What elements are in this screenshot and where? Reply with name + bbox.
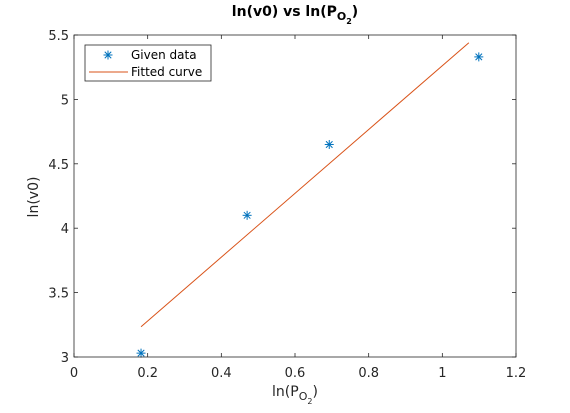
y-tick-label: 5 [61,93,69,108]
chart-title-subsub: 2 [346,17,352,26]
x-axis-label-subsub: 2 [307,397,312,406]
data-point [136,348,146,358]
legend-box [84,44,212,82]
chart-title-tail: ) [352,4,358,20]
x-tick-label: 0 [70,366,78,381]
legend-marker-given-data [103,50,113,60]
y-tick-label: 5.5 [48,29,69,44]
fitted-curve-line [140,42,470,328]
y-tick-label: 3 [61,351,69,366]
x-axis-label-main: ln(P [272,384,299,400]
chart-title-sub: O [337,10,346,23]
x-tick-label: 0.2 [137,366,158,381]
legend-asterisk [103,50,113,60]
x-axis-label-sub: O [299,390,308,403]
legend-label-fitted-curve: Fitted curve [131,65,202,79]
legend: Given data Fitted curve [84,44,212,82]
x-tick-label: 1.2 [506,366,527,381]
legend-label-given-data: Given data [131,48,197,62]
y-tick-label: 4 [61,222,69,237]
data-point [474,52,484,62]
chart-title: ln(v0) vs ln(PO2) [232,4,358,26]
chart-title-main: ln(v0) vs ln(P [232,4,337,20]
x-tick-label: 0.8 [358,366,379,381]
y-tick-label: 4.5 [48,158,69,173]
y-tick-label: 3.5 [48,287,69,302]
plot-area [74,35,516,357]
x-axis-label: ln(PO2) [272,384,318,406]
data-point [324,139,334,149]
x-tick-label: 1 [438,366,446,381]
x-tick-label: 0.6 [285,366,306,381]
x-axis-label-tail: ) [312,384,317,400]
axes-box [73,34,517,358]
data-point [242,210,252,220]
x-tick-label: 0.4 [211,366,232,381]
y-axis-label: ln(v0) [26,177,42,218]
